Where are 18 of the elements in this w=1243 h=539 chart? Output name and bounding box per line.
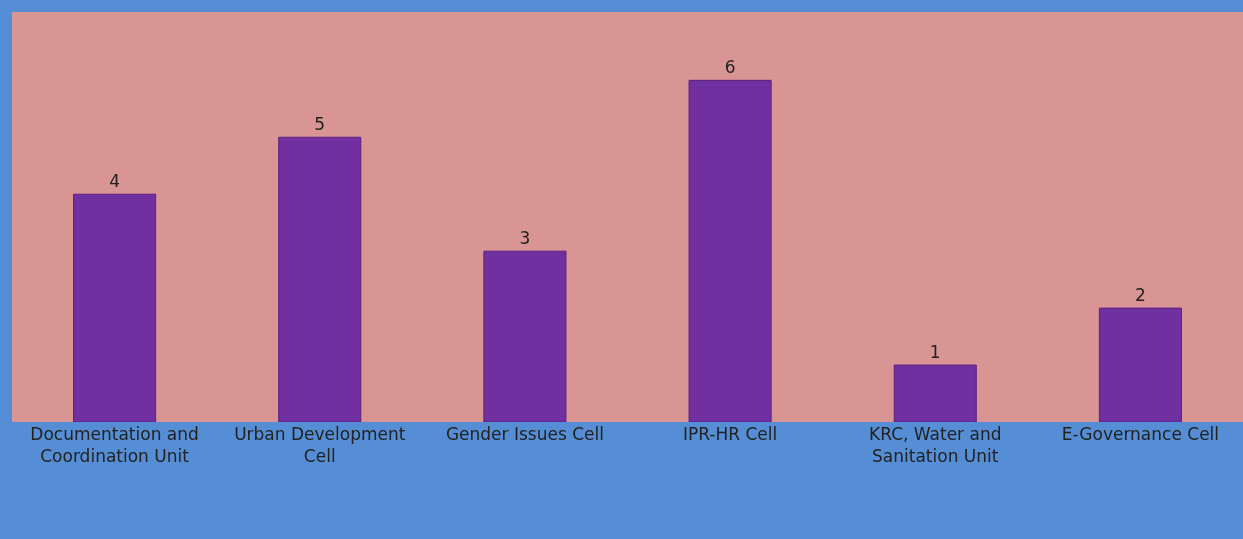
data-label: 2 <box>1135 285 1146 306</box>
x-tick-label: Gender Issues Cell <box>445 424 604 444</box>
data-label: 4 <box>109 171 120 192</box>
bar <box>893 364 977 422</box>
x-tick-label: KRC, Water and Sanitation Unit <box>869 424 1002 467</box>
x-tick-label: Urban Development Cell <box>234 424 406 467</box>
bar <box>483 250 567 422</box>
data-label: 3 <box>519 228 531 249</box>
data-label: 6 <box>724 57 736 78</box>
x-tick-label: IPR-HR Cell <box>682 424 778 444</box>
data-label: 1 <box>929 342 941 363</box>
bar <box>278 136 362 422</box>
bar <box>73 193 157 422</box>
bar <box>1098 307 1182 422</box>
bar <box>688 79 772 422</box>
data-label: 5 <box>314 114 326 135</box>
x-tick-label: E-Governance Cell <box>1061 424 1220 444</box>
x-tick-label: Documentation and Coordination Unit <box>30 424 199 467</box>
